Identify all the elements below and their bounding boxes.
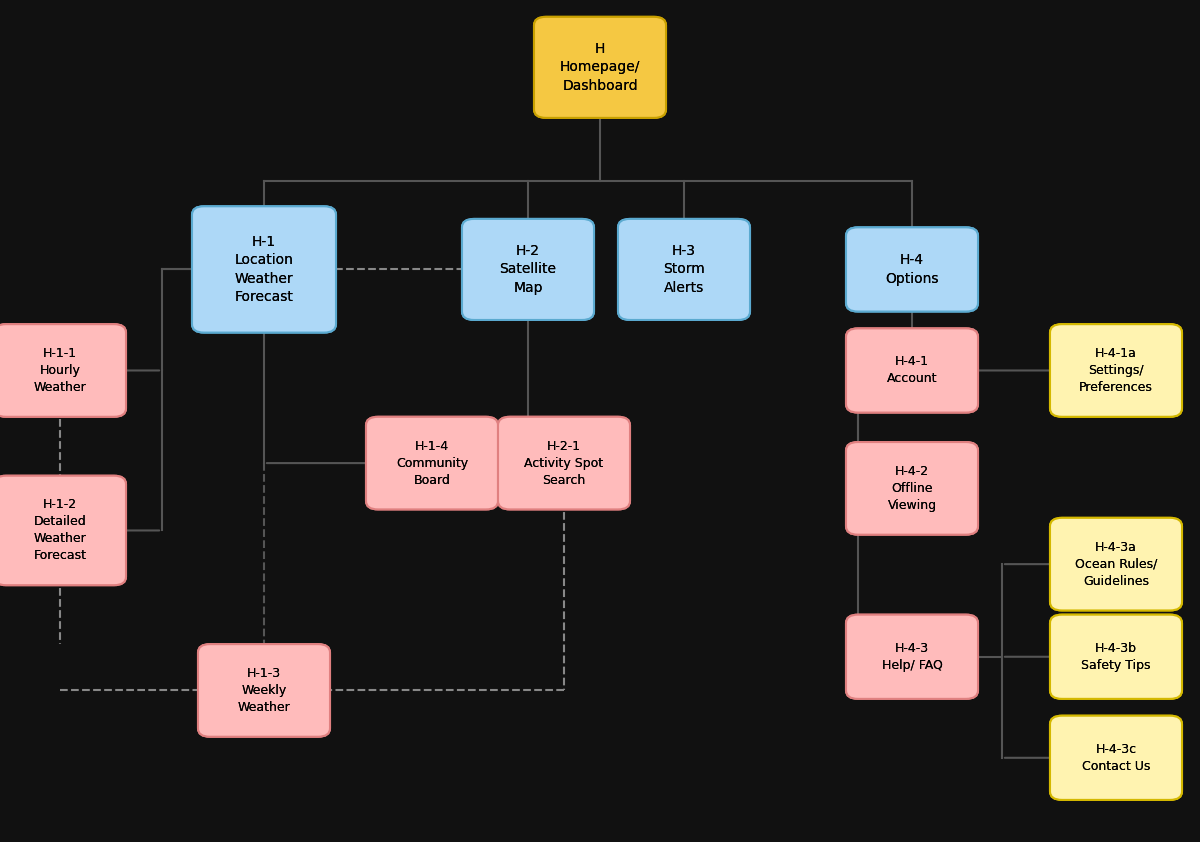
- Text: H-4
Options: H-4 Options: [886, 253, 938, 285]
- FancyBboxPatch shape: [846, 615, 978, 699]
- FancyBboxPatch shape: [366, 417, 498, 509]
- FancyBboxPatch shape: [846, 328, 978, 413]
- FancyBboxPatch shape: [192, 206, 336, 333]
- Text: H
Homepage/
Dashboard: H Homepage/ Dashboard: [560, 42, 640, 93]
- Text: H-4-3c
Contact Us: H-4-3c Contact Us: [1082, 743, 1150, 773]
- Text: H-4
Options: H-4 Options: [886, 253, 938, 285]
- Text: H-4-2
Offline
Viewing: H-4-2 Offline Viewing: [888, 465, 936, 512]
- Text: H-1
Location
Weather
Forecast: H-1 Location Weather Forecast: [234, 235, 294, 304]
- Text: H-1-1
Hourly
Weather: H-1-1 Hourly Weather: [34, 347, 86, 394]
- Text: H-3
Storm
Alerts: H-3 Storm Alerts: [664, 244, 704, 295]
- FancyBboxPatch shape: [0, 324, 126, 417]
- FancyBboxPatch shape: [462, 219, 594, 320]
- FancyBboxPatch shape: [498, 417, 630, 509]
- FancyBboxPatch shape: [1050, 518, 1182, 610]
- Text: H-1-4
Community
Board: H-1-4 Community Board: [396, 440, 468, 487]
- FancyBboxPatch shape: [534, 17, 666, 118]
- FancyBboxPatch shape: [618, 219, 750, 320]
- FancyBboxPatch shape: [1050, 615, 1182, 699]
- Text: H
Homepage/
Dashboard: H Homepage/ Dashboard: [560, 42, 640, 93]
- Text: H-3
Storm
Alerts: H-3 Storm Alerts: [664, 244, 704, 295]
- FancyBboxPatch shape: [366, 417, 498, 509]
- FancyBboxPatch shape: [846, 615, 978, 699]
- FancyBboxPatch shape: [198, 644, 330, 737]
- FancyBboxPatch shape: [846, 227, 978, 312]
- FancyBboxPatch shape: [192, 206, 336, 333]
- FancyBboxPatch shape: [1050, 324, 1182, 417]
- FancyBboxPatch shape: [1050, 615, 1182, 699]
- Text: H-1-2
Detailed
Weather
Forecast: H-1-2 Detailed Weather Forecast: [34, 498, 86, 562]
- FancyBboxPatch shape: [534, 17, 666, 118]
- Text: H-4-3a
Ocean Rules/
Guidelines: H-4-3a Ocean Rules/ Guidelines: [1075, 541, 1157, 588]
- FancyBboxPatch shape: [1050, 518, 1182, 610]
- FancyBboxPatch shape: [0, 324, 126, 417]
- Text: H-2-1
Activity Spot
Search: H-2-1 Activity Spot Search: [524, 440, 604, 487]
- Text: H-2
Satellite
Map: H-2 Satellite Map: [499, 244, 557, 295]
- FancyBboxPatch shape: [846, 328, 978, 413]
- Text: H-1-1
Hourly
Weather: H-1-1 Hourly Weather: [34, 347, 86, 394]
- Text: H-1
Location
Weather
Forecast: H-1 Location Weather Forecast: [234, 235, 294, 304]
- Text: H-4-3b
Safety Tips: H-4-3b Safety Tips: [1081, 642, 1151, 672]
- Text: H-1-2
Detailed
Weather
Forecast: H-1-2 Detailed Weather Forecast: [34, 498, 86, 562]
- FancyBboxPatch shape: [0, 476, 126, 585]
- Text: H-2-1
Activity Spot
Search: H-2-1 Activity Spot Search: [524, 440, 604, 487]
- Text: H-4-3
Help/ FAQ: H-4-3 Help/ FAQ: [882, 642, 942, 672]
- Text: H-2
Satellite
Map: H-2 Satellite Map: [499, 244, 557, 295]
- Text: H-4-1
Account: H-4-1 Account: [887, 355, 937, 386]
- Text: H-4-1
Account: H-4-1 Account: [887, 355, 937, 386]
- FancyBboxPatch shape: [846, 442, 978, 535]
- Text: H-4-3a
Ocean Rules/
Guidelines: H-4-3a Ocean Rules/ Guidelines: [1075, 541, 1157, 588]
- Text: H-4-3b
Safety Tips: H-4-3b Safety Tips: [1081, 642, 1151, 672]
- FancyBboxPatch shape: [0, 476, 126, 585]
- FancyBboxPatch shape: [462, 219, 594, 320]
- Text: H-1-3
Weekly
Weather: H-1-3 Weekly Weather: [238, 667, 290, 714]
- FancyBboxPatch shape: [498, 417, 630, 509]
- Text: H-4-1a
Settings/
Preferences: H-4-1a Settings/ Preferences: [1079, 347, 1153, 394]
- Text: H-1-3
Weekly
Weather: H-1-3 Weekly Weather: [238, 667, 290, 714]
- Text: H-4-2
Offline
Viewing: H-4-2 Offline Viewing: [888, 465, 936, 512]
- Text: H-4-3
Help/ FAQ: H-4-3 Help/ FAQ: [882, 642, 942, 672]
- FancyBboxPatch shape: [1050, 324, 1182, 417]
- Text: H-1-4
Community
Board: H-1-4 Community Board: [396, 440, 468, 487]
- FancyBboxPatch shape: [618, 219, 750, 320]
- Text: H-4-3c
Contact Us: H-4-3c Contact Us: [1082, 743, 1150, 773]
- FancyBboxPatch shape: [1050, 716, 1182, 800]
- FancyBboxPatch shape: [846, 227, 978, 312]
- FancyBboxPatch shape: [846, 442, 978, 535]
- FancyBboxPatch shape: [1050, 716, 1182, 800]
- FancyBboxPatch shape: [198, 644, 330, 737]
- Text: H-4-1a
Settings/
Preferences: H-4-1a Settings/ Preferences: [1079, 347, 1153, 394]
